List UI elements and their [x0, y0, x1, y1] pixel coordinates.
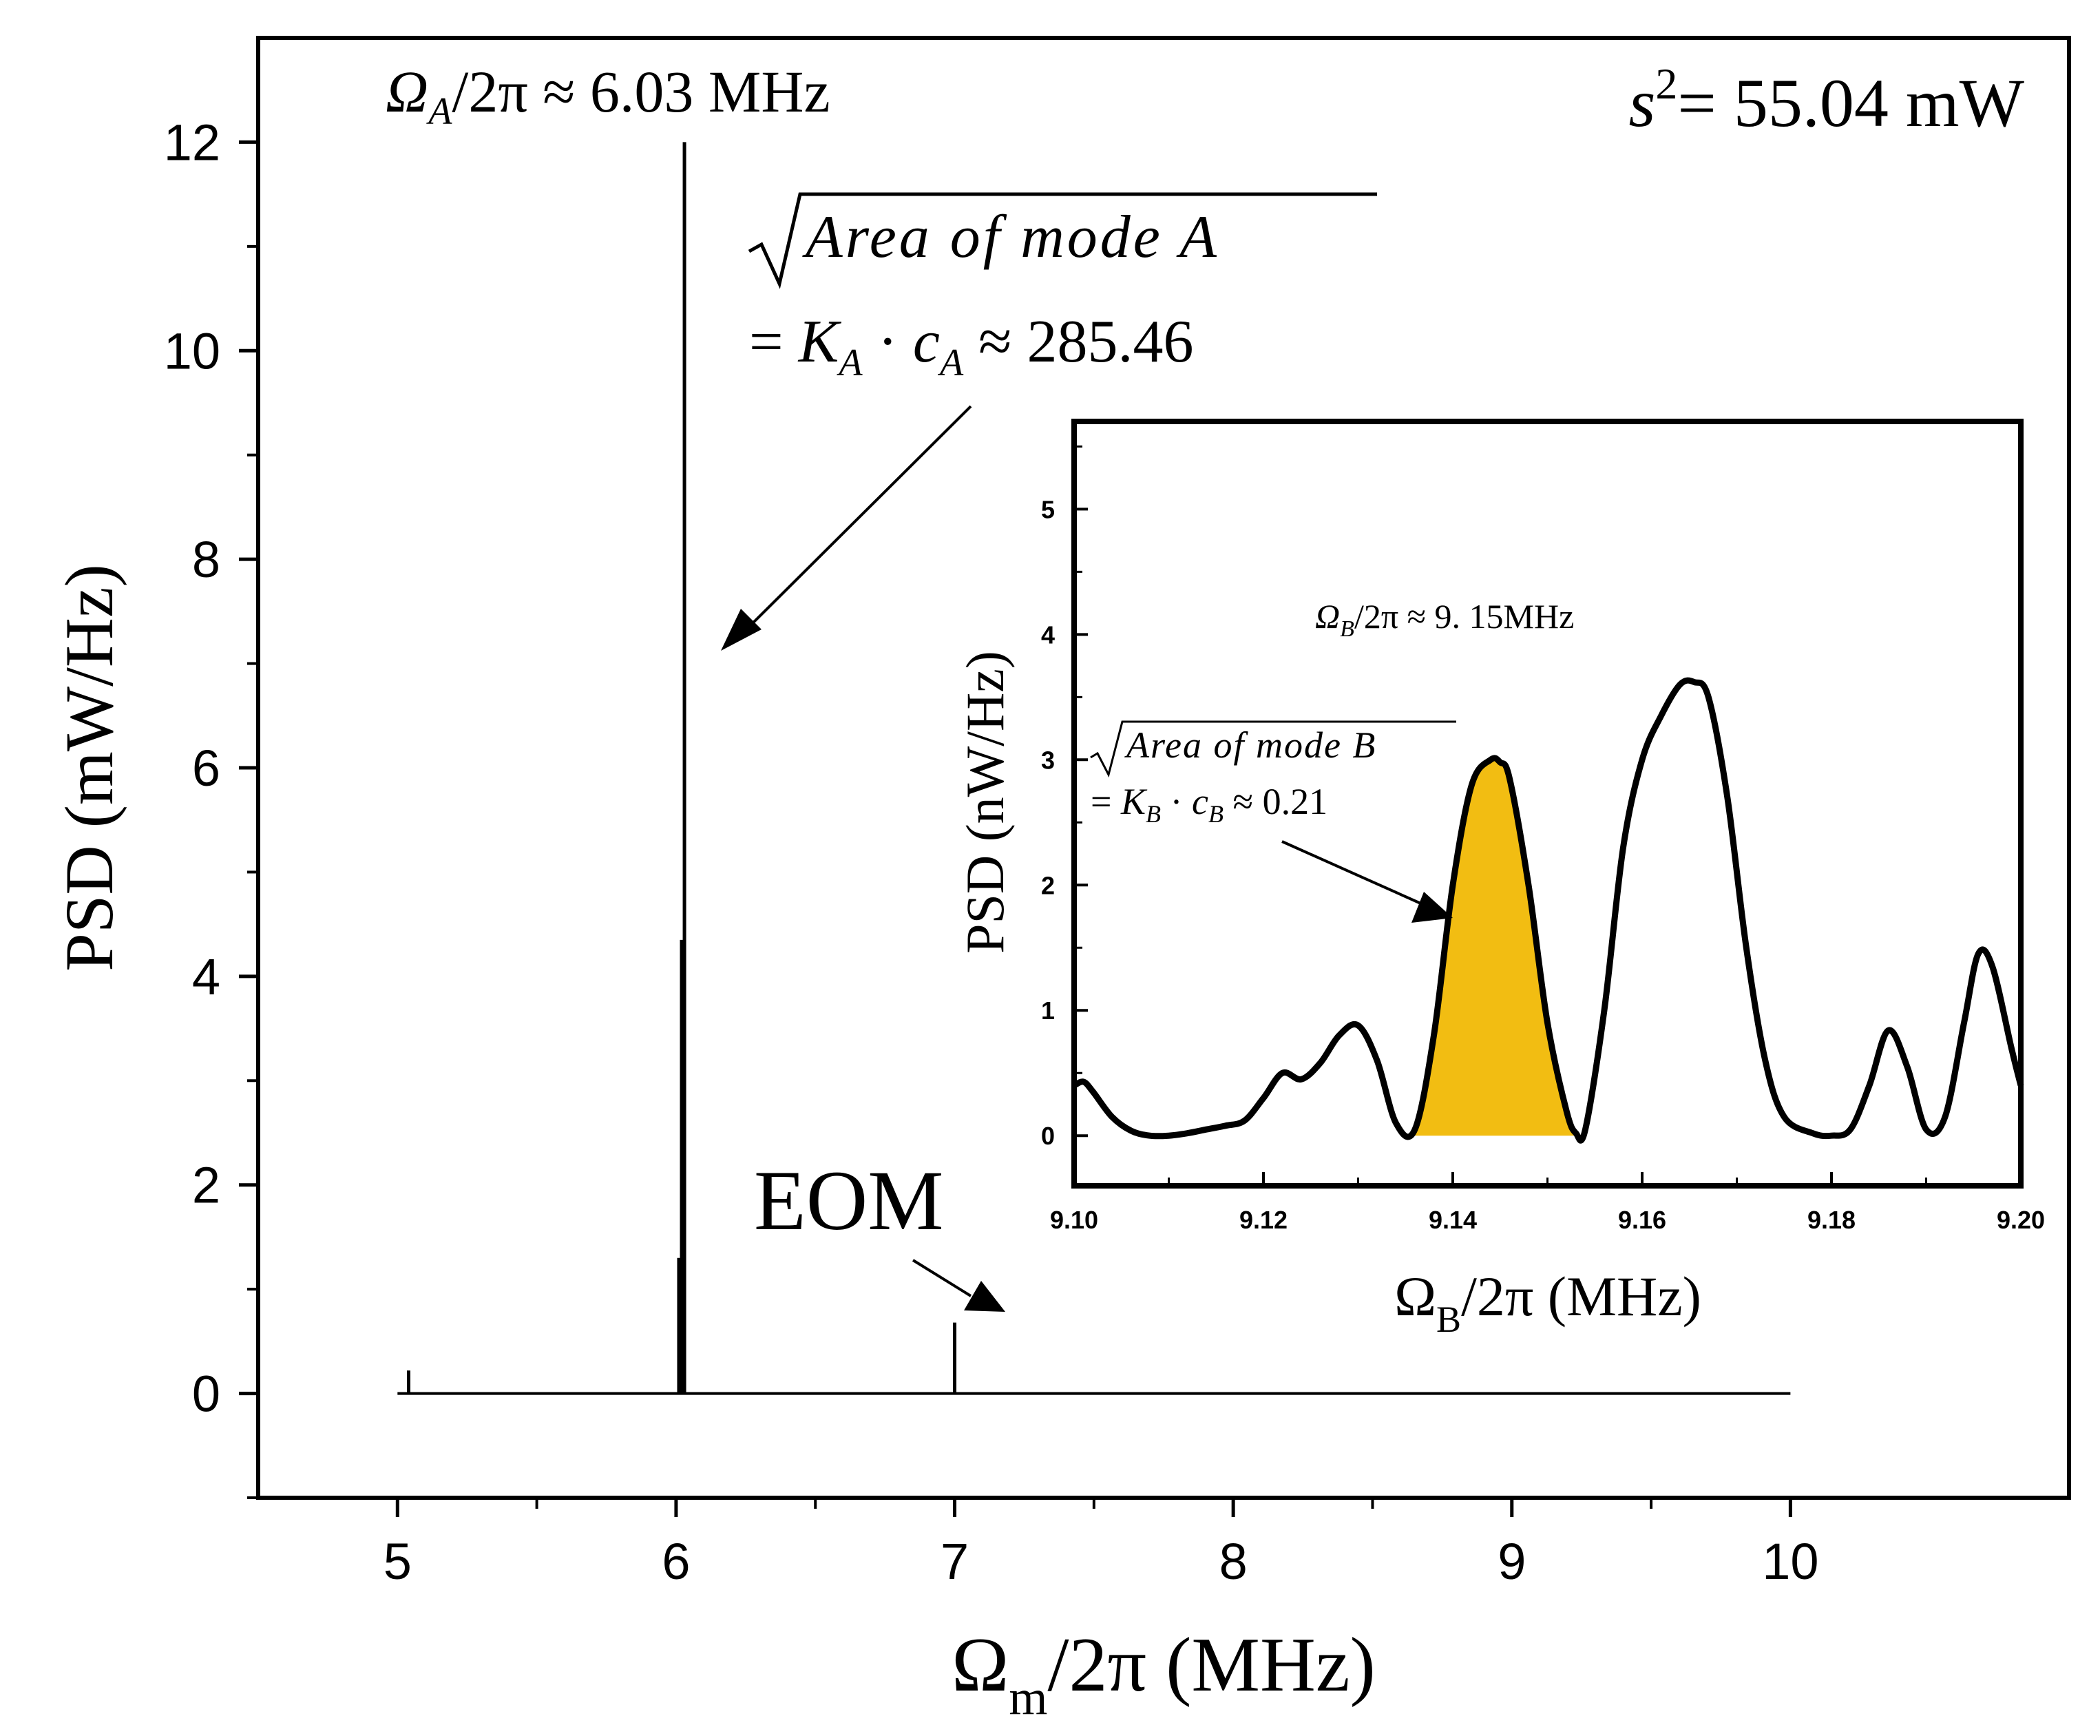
- main-y-tick-label: 0: [192, 1366, 220, 1423]
- eom-arrow-line: [912, 1259, 972, 1297]
- inset-chart: 9.10 9.12 9.14 9.16 9.18 9.20 0 1 2 3 4 5 PSD (nW/…: [955, 419, 2045, 1340]
- main-y-tick-label: 12: [164, 114, 220, 171]
- area-a-label-line2: = KA · cA ≈ 285.46: [749, 308, 1193, 384]
- main-x-axis: 5 6 7 8 9 10: [384, 1498, 1819, 1590]
- area-a-arrow-line: [741, 405, 972, 635]
- inset-x-tick-label: 9.16: [1618, 1206, 1666, 1234]
- area-b-label-line2: = KB · cB ≈ 0.21: [1091, 781, 1327, 828]
- eom-label: EOM: [754, 1153, 944, 1248]
- inset-x-tick-label: 9.18: [1807, 1206, 1856, 1234]
- main-x-tick-label: 7: [941, 1533, 969, 1590]
- main-y-axis-label: PSD (mW/Hz): [51, 564, 127, 972]
- inset-spectrum-line: [1072, 677, 2024, 1144]
- area-b-label-line1: Area of mode B: [1124, 724, 1376, 766]
- main-x-tick-label: 10: [1762, 1533, 1818, 1590]
- inset-y-tick-label: 3: [1041, 746, 1055, 774]
- area-b-arrowhead: [1411, 892, 1453, 923]
- inset-x-tick-label: 9.10: [1050, 1206, 1098, 1234]
- area-a-label-line1: Area of mode A: [802, 204, 1219, 271]
- inset-x-axis-label: ΩB/2π (MHz): [1394, 1265, 1701, 1340]
- inset-shaded-region: [1415, 757, 1576, 1136]
- main-y-tick-label: 10: [164, 322, 220, 379]
- main-x-tick-label: 6: [662, 1533, 690, 1590]
- main-x-tick-label: 9: [1498, 1533, 1526, 1590]
- eom-arrowhead: [964, 1281, 1005, 1312]
- main-x-tick-label: 5: [384, 1533, 412, 1590]
- main-y-tick-label: 4: [192, 948, 220, 1005]
- mode-a-frequency-label: ΩA/2π ≈ 6.03 MHz: [386, 59, 830, 133]
- inset-x-tick-label: 9.20: [1997, 1206, 2045, 1234]
- inset-x-axis: 9.10 9.12 9.14 9.16 9.18 9.20: [1050, 1172, 2045, 1234]
- main-series: [397, 142, 1791, 1395]
- inset-x-tick-label: 9.14: [1429, 1206, 1477, 1234]
- area-a-arrowhead: [721, 609, 762, 651]
- sqrt-radical-b: [1090, 720, 1456, 778]
- mode-b-frequency-label: ΩB/2π ≈ 9. 15MHz: [1315, 597, 1574, 642]
- inset-y-tick-label: 1: [1041, 996, 1055, 1025]
- inset-y-tick-label: 5: [1041, 495, 1055, 523]
- inset-y-tick-label: 2: [1041, 871, 1055, 899]
- main-x-axis-label: Ωm/2π (MHz): [952, 1622, 1376, 1725]
- power-label: s2= 55.04 mW: [1629, 59, 2025, 141]
- inset-series: [1072, 677, 2024, 1144]
- inset-y-axis-label: PSD (nW/Hz): [955, 651, 1015, 954]
- main-y-axis: 0 2 4 6 8 10 12: [164, 114, 258, 1499]
- inset-y-axis: 0 1 2 3 4 5: [1041, 445, 1088, 1150]
- inset-y-tick-label: 0: [1041, 1122, 1055, 1150]
- main-y-tick-label: 6: [192, 740, 220, 797]
- main-y-tick-label: 8: [192, 531, 220, 588]
- main-y-tick-label: 2: [192, 1157, 220, 1214]
- area-b-arrow-line: [1281, 840, 1425, 906]
- inset-x-tick-label: 9.12: [1239, 1206, 1288, 1234]
- main-x-tick-label: 8: [1219, 1533, 1248, 1590]
- sqrt-radical-a: [748, 192, 1377, 289]
- inset-y-tick-label: 4: [1041, 620, 1055, 649]
- mode-b-area-fill: [1415, 757, 1576, 1136]
